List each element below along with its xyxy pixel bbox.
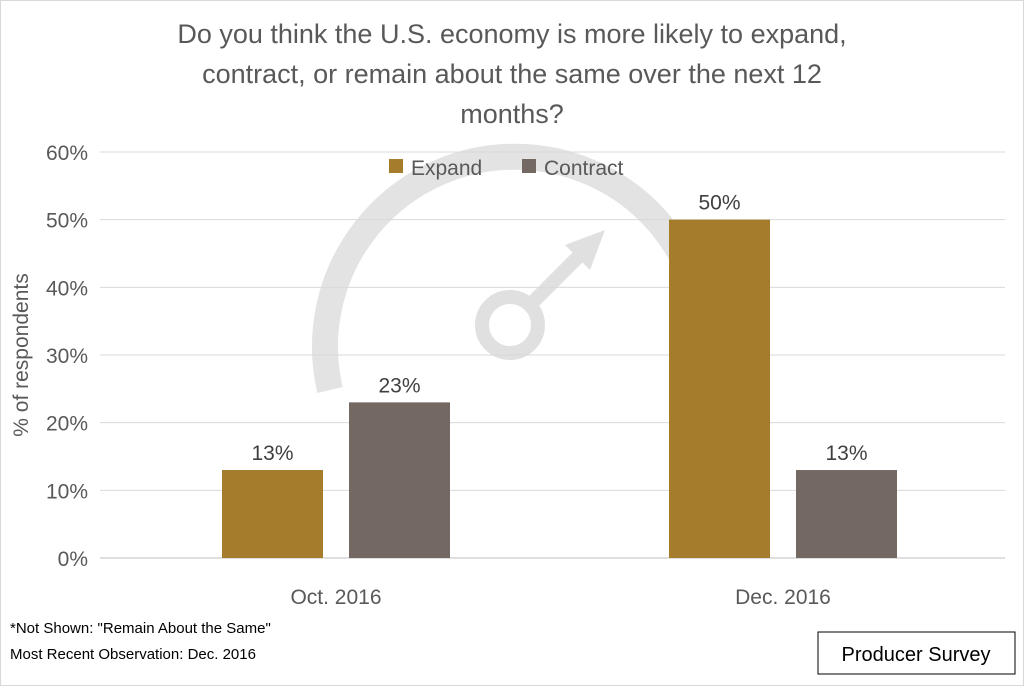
bar-expand [222,470,323,558]
chart-title-line: contract, or remain about the same over … [202,59,822,89]
source-box-label: Producer Survey [842,644,991,666]
data-label: 13% [825,442,867,465]
y-tick-label: 10% [46,480,88,503]
data-label: 50% [698,192,740,215]
source-box [817,631,1016,675]
watermark-arrow [565,230,605,270]
chart-title-line: Do you think the U.S. economy is more li… [177,19,846,49]
legend-swatch-contract [522,159,536,173]
bar-contract [796,470,897,558]
data-label: 23% [378,374,420,397]
footnote-recent-observation: Most Recent Observation: Dec. 2016 [10,646,256,663]
legend-label: Expand [411,157,482,180]
data-label: 13% [251,442,293,465]
y-tick-label: 40% [46,277,88,300]
y-tick-label: 0% [58,548,88,571]
x-category-label: Dec. 2016 [735,586,831,609]
footnote-not-shown: *Not Shown: "Remain About the Same" [10,620,271,637]
x-category-label: Oct. 2016 [290,586,381,609]
y-tick-label: 30% [46,345,88,368]
bar-contract [349,402,450,558]
watermark-gauge-hub [475,290,545,360]
legend-label: Contract [544,157,624,180]
legend-swatch-expand [389,159,403,173]
y-tick-label: 20% [46,413,88,436]
bar-expand [669,219,770,558]
chart-title-line: months? [460,99,564,129]
y-axis-label: % of respondents [10,273,33,436]
y-tick-label: 60% [46,142,88,165]
y-tick-label: 50% [46,210,88,233]
